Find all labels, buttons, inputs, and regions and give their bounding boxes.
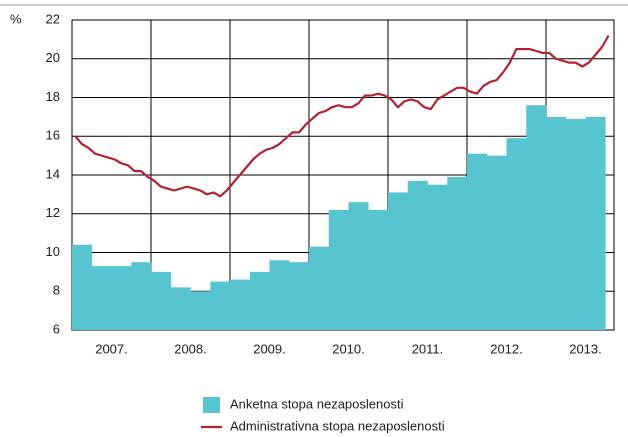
bar xyxy=(407,180,428,330)
y-tick-label: 16 xyxy=(46,128,60,143)
y-tick-label: 10 xyxy=(46,244,60,259)
legend: Anketna stopa nezaposlenosti Administrati… xyxy=(201,396,445,433)
x-tick-label: 2007. xyxy=(95,341,128,356)
bar xyxy=(526,105,547,330)
legend-swatch xyxy=(203,397,220,413)
unit-label: % xyxy=(10,11,22,26)
x-tick-label: 2012. xyxy=(490,341,523,356)
bar xyxy=(151,271,172,330)
legend-label: Administrativna stopa nezaposlenosti xyxy=(230,418,445,433)
x-tick-label: 2011. xyxy=(412,341,444,356)
x-tick-label: 2010. xyxy=(332,341,365,356)
bar xyxy=(388,192,409,330)
bar xyxy=(585,116,606,330)
line xyxy=(74,34,610,198)
y-tick-label: 14 xyxy=(46,166,60,181)
bar xyxy=(328,209,349,330)
bar xyxy=(249,271,270,330)
bar xyxy=(289,262,310,330)
bar xyxy=(72,244,93,330)
bar xyxy=(309,246,330,330)
bar xyxy=(210,281,231,330)
bar xyxy=(91,266,112,330)
bar xyxy=(565,118,586,330)
y-tick-label: 18 xyxy=(46,89,60,104)
y-tick-label: 8 xyxy=(53,283,60,298)
bar xyxy=(427,184,448,330)
bar xyxy=(230,279,251,330)
bar xyxy=(269,260,290,330)
y-tick-label: 6 xyxy=(53,321,60,336)
x-tick-label: 2013. xyxy=(569,341,602,356)
legend-label: Anketna stopa nezaposlenosti xyxy=(230,396,404,411)
bar xyxy=(506,138,527,330)
bar xyxy=(447,176,468,330)
bar xyxy=(111,266,132,330)
y-tick-label: 22 xyxy=(46,11,60,26)
bars xyxy=(72,105,606,330)
y-tick-label: 12 xyxy=(46,205,60,220)
x-tick-label: 2008. xyxy=(174,341,207,356)
x-tick-label: 2009. xyxy=(253,341,286,356)
lines xyxy=(74,34,610,198)
bar xyxy=(170,287,191,330)
bar xyxy=(348,202,369,330)
bar xyxy=(131,262,152,330)
y-tick-label: 20 xyxy=(46,50,60,65)
bar xyxy=(486,155,507,330)
labels: 6 8 10 12 14 16 18 20 22 2007. 2008. 2009. 2010. 2011… xyxy=(46,11,602,356)
bar xyxy=(190,291,211,330)
bar xyxy=(546,116,567,330)
bar xyxy=(467,153,488,330)
bar xyxy=(368,209,389,330)
